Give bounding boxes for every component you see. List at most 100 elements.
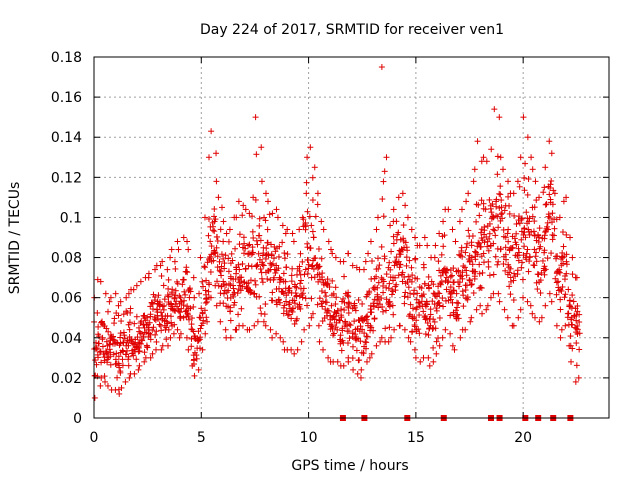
- data-point: [296, 226, 303, 233]
- data-point: [411, 287, 418, 294]
- data-point: [291, 297, 298, 304]
- data-point: [216, 267, 223, 274]
- data-point: [301, 326, 308, 333]
- data-point: [468, 254, 475, 261]
- data-point: [194, 345, 201, 352]
- data-point: [363, 339, 370, 346]
- data-point: [518, 216, 525, 223]
- plot-frame: [93, 56, 610, 419]
- data-point: [237, 287, 244, 294]
- data-point: [308, 314, 315, 321]
- data-point: [546, 290, 553, 297]
- data-point: [402, 202, 409, 209]
- data-point: [378, 64, 385, 71]
- data-point: [430, 281, 437, 288]
- data-point: [344, 340, 351, 347]
- data-point: [292, 300, 299, 307]
- data-point: [159, 303, 166, 310]
- data-point: [255, 250, 262, 257]
- data-point: [447, 273, 454, 280]
- data-point: [506, 202, 513, 209]
- data-point: [525, 268, 532, 275]
- data-point: [213, 178, 220, 185]
- data-point: [559, 283, 566, 290]
- data-point: [298, 277, 305, 284]
- data-point: [507, 265, 514, 272]
- data-point: [515, 314, 522, 321]
- data-point: [341, 273, 348, 280]
- data-point: [416, 242, 423, 249]
- data-point: [558, 326, 565, 333]
- data-point: [322, 289, 329, 296]
- data-point: [239, 212, 246, 219]
- data-point: [408, 226, 415, 233]
- data-point: [106, 298, 113, 305]
- data-point: [542, 266, 549, 273]
- data-point: [284, 312, 291, 319]
- data-point: [452, 307, 459, 314]
- data-point: [269, 210, 276, 217]
- data-point: [180, 234, 187, 241]
- data-point: [447, 284, 454, 291]
- data-point: [302, 266, 309, 273]
- data-point: [477, 284, 484, 291]
- data-point: [288, 272, 295, 279]
- data-point: [330, 290, 337, 297]
- data-point: [206, 154, 213, 161]
- data-point: [349, 343, 356, 350]
- data-point: [362, 345, 369, 352]
- data-point: [416, 283, 423, 290]
- data-point: [340, 258, 347, 265]
- data-point: [411, 346, 418, 353]
- data-point: [126, 333, 133, 340]
- data-point: [341, 307, 348, 314]
- data-point: [531, 314, 538, 321]
- data-point: [553, 216, 560, 223]
- data-point: [180, 302, 187, 309]
- data-point: [485, 247, 492, 254]
- data-point: [139, 330, 146, 337]
- data-point: [562, 291, 569, 298]
- data-point: [222, 252, 229, 259]
- data-point: [211, 206, 218, 213]
- data-point: [536, 225, 543, 232]
- data-point: [304, 270, 311, 277]
- data-point: [379, 282, 386, 289]
- data-point: [468, 314, 475, 321]
- data-point: [500, 260, 507, 267]
- data-point: [289, 230, 296, 237]
- data-point: [290, 238, 297, 245]
- data-point: [401, 300, 408, 307]
- data-point: [567, 234, 574, 241]
- data-point: [131, 320, 138, 327]
- data-point: [214, 264, 221, 271]
- data-point: [546, 138, 553, 145]
- data-point: [506, 210, 513, 217]
- data-point: [402, 239, 409, 246]
- data-point: [510, 190, 517, 197]
- data-point: [119, 356, 126, 363]
- data-point: [135, 339, 142, 346]
- data-point: [562, 322, 569, 329]
- data-point: [283, 264, 290, 271]
- data-point: [546, 215, 553, 222]
- data-point: [345, 328, 352, 335]
- data-point: [455, 267, 462, 274]
- data-point: [352, 335, 359, 342]
- data-point: [509, 233, 516, 240]
- data-point: [315, 322, 322, 329]
- data-point: [539, 257, 546, 264]
- data-point: [314, 190, 321, 197]
- data-point: [481, 239, 488, 246]
- data-point: [221, 265, 228, 272]
- data-point: [432, 242, 439, 249]
- data-point: [485, 263, 492, 270]
- data-point: [492, 253, 499, 260]
- data-point: [188, 321, 195, 328]
- data-point: [319, 303, 326, 310]
- data-point: [494, 153, 501, 160]
- data-point: [541, 184, 548, 191]
- data-point: [130, 286, 137, 293]
- data-point: [153, 338, 160, 345]
